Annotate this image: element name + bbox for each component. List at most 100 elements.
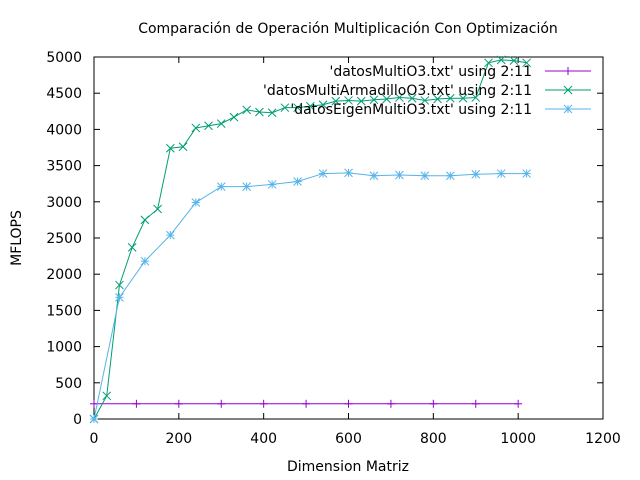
data-point	[496, 169, 506, 178]
data-point	[255, 107, 264, 117]
y-tick-label: 4000	[46, 122, 82, 138]
data-point	[522, 169, 532, 178]
data-point	[216, 119, 226, 128]
data-point	[191, 123, 201, 133]
chart-title: Comparación de Operación Multiplicación …	[138, 21, 558, 37]
legend-marker	[564, 67, 572, 75]
data-point	[382, 94, 392, 104]
data-point	[420, 96, 430, 105]
data-point	[331, 96, 341, 106]
series-1	[90, 399, 523, 408]
data-point	[115, 293, 124, 302]
data-point	[229, 112, 239, 122]
data-point	[102, 391, 112, 401]
data-point	[344, 96, 353, 105]
x-tick-label: 200	[165, 431, 192, 447]
data-point	[496, 55, 506, 65]
y-tick-label: 0	[73, 412, 82, 428]
series-layer	[89, 55, 532, 424]
y-tick-label: 1500	[46, 303, 82, 319]
y-tick-label: 1000	[46, 340, 82, 356]
data-point	[344, 399, 353, 408]
y-tick-label: 2000	[46, 267, 82, 283]
data-point	[259, 399, 268, 408]
data-point	[484, 58, 493, 68]
data-point	[318, 169, 328, 178]
series-2	[89, 55, 532, 424]
data-point	[471, 399, 480, 408]
data-point	[90, 399, 98, 408]
data-point	[153, 204, 162, 214]
y-tick-label: 2500	[46, 231, 82, 247]
legend-entry: 'datosMultiO3.txt' using 2:11	[329, 64, 591, 80]
y-tick-label: 500	[55, 376, 82, 392]
data-point	[509, 56, 519, 65]
data-point	[369, 171, 379, 181]
x-tick-label: 0	[90, 431, 99, 447]
x-tick-label: 800	[420, 431, 447, 447]
legend: 'datosMultiO3.txt' using 2:11 'datosMulti…	[263, 64, 591, 118]
y-axis-label: MFLOPS	[9, 210, 25, 266]
legend-label: 'datosMultiArmadilloO3.txt' using 2:11	[263, 83, 532, 99]
data-point	[395, 170, 404, 180]
data-point	[302, 399, 311, 408]
data-point	[395, 93, 404, 102]
data-point	[407, 93, 417, 103]
data-point	[280, 103, 290, 113]
data-point	[305, 101, 315, 111]
data-point	[178, 142, 188, 152]
data-point	[115, 280, 124, 290]
data-point	[293, 177, 302, 186]
data-point	[433, 94, 442, 104]
data-point	[344, 168, 353, 178]
data-point	[429, 399, 438, 408]
axis-ticks: 0 200 400 600 800 1000 1200 0 500 1000 1500 2000 250…	[46, 50, 620, 447]
data-point	[174, 399, 183, 408]
data-point	[445, 93, 455, 103]
data-point	[471, 93, 481, 102]
data-point	[242, 105, 252, 115]
data-point	[369, 95, 379, 105]
legend-marker	[563, 85, 573, 95]
data-point	[458, 93, 468, 103]
data-point	[445, 171, 455, 181]
data-point	[267, 180, 277, 189]
y-tick-label: 5000	[46, 50, 82, 66]
x-tick-label: 400	[250, 431, 277, 447]
legend-label: 'datosEigenMultiO3.txt' using 2:11	[290, 102, 532, 118]
data-point	[165, 143, 175, 153]
data-point	[514, 399, 523, 408]
y-tick-label: 3500	[46, 159, 82, 175]
data-point	[242, 182, 252, 191]
data-point	[132, 399, 141, 408]
data-point	[127, 243, 137, 252]
x-tick-label: 1000	[500, 431, 536, 447]
data-point	[318, 100, 328, 110]
data-point	[140, 215, 150, 225]
data-point	[420, 171, 430, 181]
x-tick-label: 600	[335, 431, 362, 447]
data-point	[471, 169, 481, 179]
data-point	[293, 103, 302, 113]
x-axis-label: Dimension Matriz	[287, 459, 409, 475]
data-point	[204, 121, 213, 131]
data-point	[386, 399, 395, 408]
y-tick-label: 4500	[46, 86, 82, 102]
series-line	[93, 172, 527, 420]
legend-entry: 'datosEigenMultiO3.txt' using 2:11	[290, 102, 591, 118]
data-point	[522, 58, 532, 68]
data-point	[216, 182, 226, 191]
data-point	[140, 256, 150, 266]
y-tick-label: 3000	[46, 195, 82, 211]
data-point	[217, 399, 226, 408]
legend-entry: 'datosMultiArmadilloO3.txt' using 2:11	[263, 83, 591, 99]
data-point	[267, 108, 277, 118]
data-point	[191, 198, 201, 207]
series-3	[89, 168, 532, 424]
data-point	[356, 96, 366, 106]
data-point	[165, 230, 175, 240]
legend-label: 'datosMultiO3.txt' using 2:11	[329, 64, 532, 80]
x-tick-label: 1200	[585, 431, 621, 447]
legend-marker	[563, 104, 573, 114]
